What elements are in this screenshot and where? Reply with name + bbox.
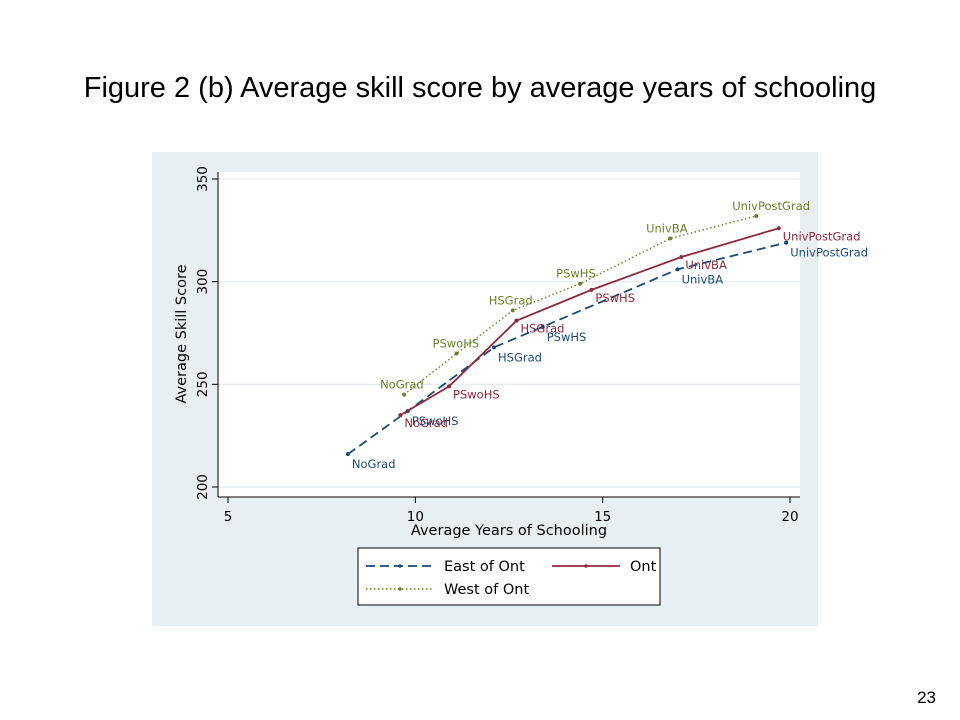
grid-lines — [218, 178, 800, 488]
plot-area — [218, 172, 800, 497]
series-line-ont — [399, 227, 780, 416]
legend-label: West of Ont — [444, 582, 529, 598]
axes — [217, 172, 800, 498]
legend-marker — [398, 587, 402, 591]
legend: East of Ont Ont West of Ont — [357, 547, 661, 606]
point-label: UnivPostGrad — [783, 229, 861, 243]
data-point — [540, 324, 545, 329]
data-point — [776, 226, 781, 231]
point-label: HSGrad — [520, 322, 564, 336]
point-label: NoGrad — [404, 416, 448, 430]
data-point — [589, 287, 594, 292]
legend-marker — [584, 564, 588, 568]
y-tick-label: 200 — [195, 474, 211, 500]
y-tick-label: 250 — [195, 371, 211, 397]
point-label: HSGrad — [489, 293, 533, 307]
legend-label: East of Ont — [444, 559, 525, 575]
x-tick-label: 5 — [224, 509, 233, 525]
data-point — [402, 392, 407, 397]
point-label: PSwHS — [556, 267, 596, 281]
x-axis-title: Average Years of Schooling — [411, 523, 607, 539]
data-point — [754, 213, 759, 218]
data-point — [578, 281, 583, 286]
point-label: PSwoHS — [453, 387, 500, 401]
data-point — [514, 318, 519, 323]
slide-title: Figure 2 (b) Average skill score by aver… — [83, 72, 877, 104]
series-line-east-of-ont — [347, 241, 787, 455]
x-tick-label: 20 — [781, 509, 798, 525]
series-lines — [345, 213, 789, 457]
point-labels: NoGradPSwoHSHSGradPSwHSUnivBAUnivPostGra… — [352, 199, 868, 471]
data-point — [679, 255, 684, 260]
point-label: HSGrad — [498, 350, 542, 364]
y-tick-label: 350 — [195, 166, 211, 192]
data-point — [454, 351, 459, 356]
legend-marker — [398, 564, 402, 568]
y-axis-title: Average Skill Score — [174, 264, 190, 403]
point-label: NoGrad — [352, 457, 396, 471]
point-label: UnivPostGrad — [790, 246, 868, 260]
x-tick-label: 10 — [407, 509, 424, 525]
point-label: PSwoHS — [412, 414, 459, 428]
x-tick-label: 15 — [594, 509, 611, 525]
data-point — [447, 384, 452, 389]
series-line-west-of-ont — [403, 215, 757, 396]
point-label: UnivBA — [682, 272, 724, 286]
data-point — [492, 345, 497, 350]
data-point — [668, 236, 673, 241]
data-point — [345, 452, 350, 457]
data-point — [784, 240, 789, 245]
point-label: UnivBA — [646, 222, 688, 236]
data-point — [675, 267, 680, 272]
data-point — [510, 308, 515, 313]
page-number: 23 — [917, 688, 936, 707]
point-label: PSwHS — [547, 330, 587, 344]
legend-entries: East of Ont Ont West of Ont — [366, 559, 657, 598]
point-label: PSwoHS — [433, 337, 480, 351]
point-label: UnivBA — [685, 258, 727, 272]
point-label: UnivPostGrad — [732, 199, 810, 213]
legend-label: Ont — [630, 559, 657, 575]
tick-marks: 200 250 300 350 5 10 15 20 — [195, 166, 799, 525]
data-point — [398, 413, 403, 418]
legend-box — [357, 547, 661, 606]
point-label: PSwHS — [595, 291, 635, 305]
y-tick-label: 300 — [195, 269, 211, 295]
point-label: NoGrad — [380, 378, 424, 392]
